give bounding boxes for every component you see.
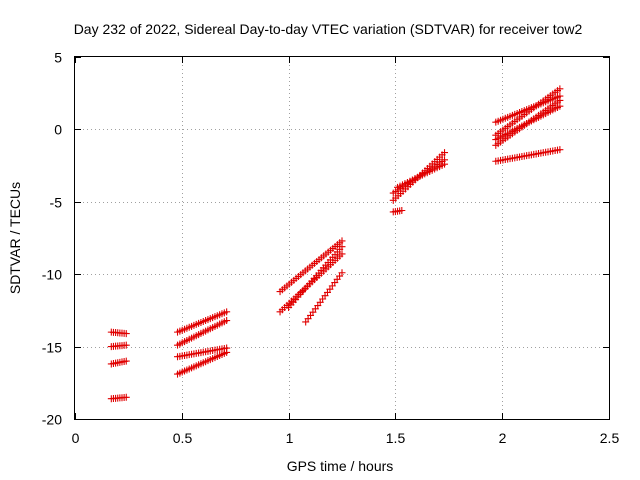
series-arc-5d [492,102,564,144]
data-points [107,85,564,403]
y-tick-label: -5 [50,195,63,211]
x-axis-label: GPS time / hours [287,458,394,474]
y-tick-label: 5 [54,50,62,66]
x-tick-label: 1 [286,430,294,446]
data-point [441,149,449,157]
data-point [556,92,564,100]
series-arc-3d [302,269,346,326]
data-point [441,160,449,168]
y-tick-label: -15 [42,340,62,356]
axis-ticks: 0 0.5 1 1.5 2 2.5 -20 -15 -10 -5 0 5 [42,50,620,447]
data-point [223,348,231,356]
series-arc-5b [492,96,564,149]
y-tick-label: -10 [42,267,62,283]
data-point [223,308,231,316]
data-point [122,393,130,401]
y-axis-label: SDTVAR / TECUs [7,182,23,294]
series-arc-2a [174,308,231,336]
x-tick-label: 1.5 [386,430,406,446]
data-point [556,146,564,154]
series-arc-5e [492,146,564,165]
series-arc-2b [174,317,231,349]
series-arc-3a [276,237,346,296]
series-arc-1a [107,328,130,338]
data-point [122,330,130,338]
chart-title: Day 232 of 2022, Sidereal Day-to-day VTE… [74,21,583,37]
y-tick-label: 0 [54,122,62,138]
data-point [338,269,346,277]
data-point [223,317,231,325]
series-arc-2d [174,348,231,378]
x-tick-label: 0 [72,430,80,446]
x-tick-label: 0.5 [173,430,193,446]
series-arc-4d [389,206,406,216]
x-tick-label: 2.5 [600,430,620,446]
series-arc-1c [107,357,130,368]
data-point [122,357,130,365]
data-point [398,206,406,214]
data-point [338,243,346,251]
data-point [338,250,346,258]
data-point [122,341,130,349]
data-point [556,102,564,110]
series-arc-2c [174,344,231,361]
series-arc-1b [107,341,130,351]
series-arc-3c [285,243,346,312]
series-arc-1d [107,393,130,403]
y-tick-label: -20 [42,412,62,428]
x-tick-label: 2 [499,430,507,446]
data-point [556,85,564,93]
series-arc-4c [394,160,449,191]
plot-frame [74,56,610,420]
series-arc-5c [492,92,564,126]
